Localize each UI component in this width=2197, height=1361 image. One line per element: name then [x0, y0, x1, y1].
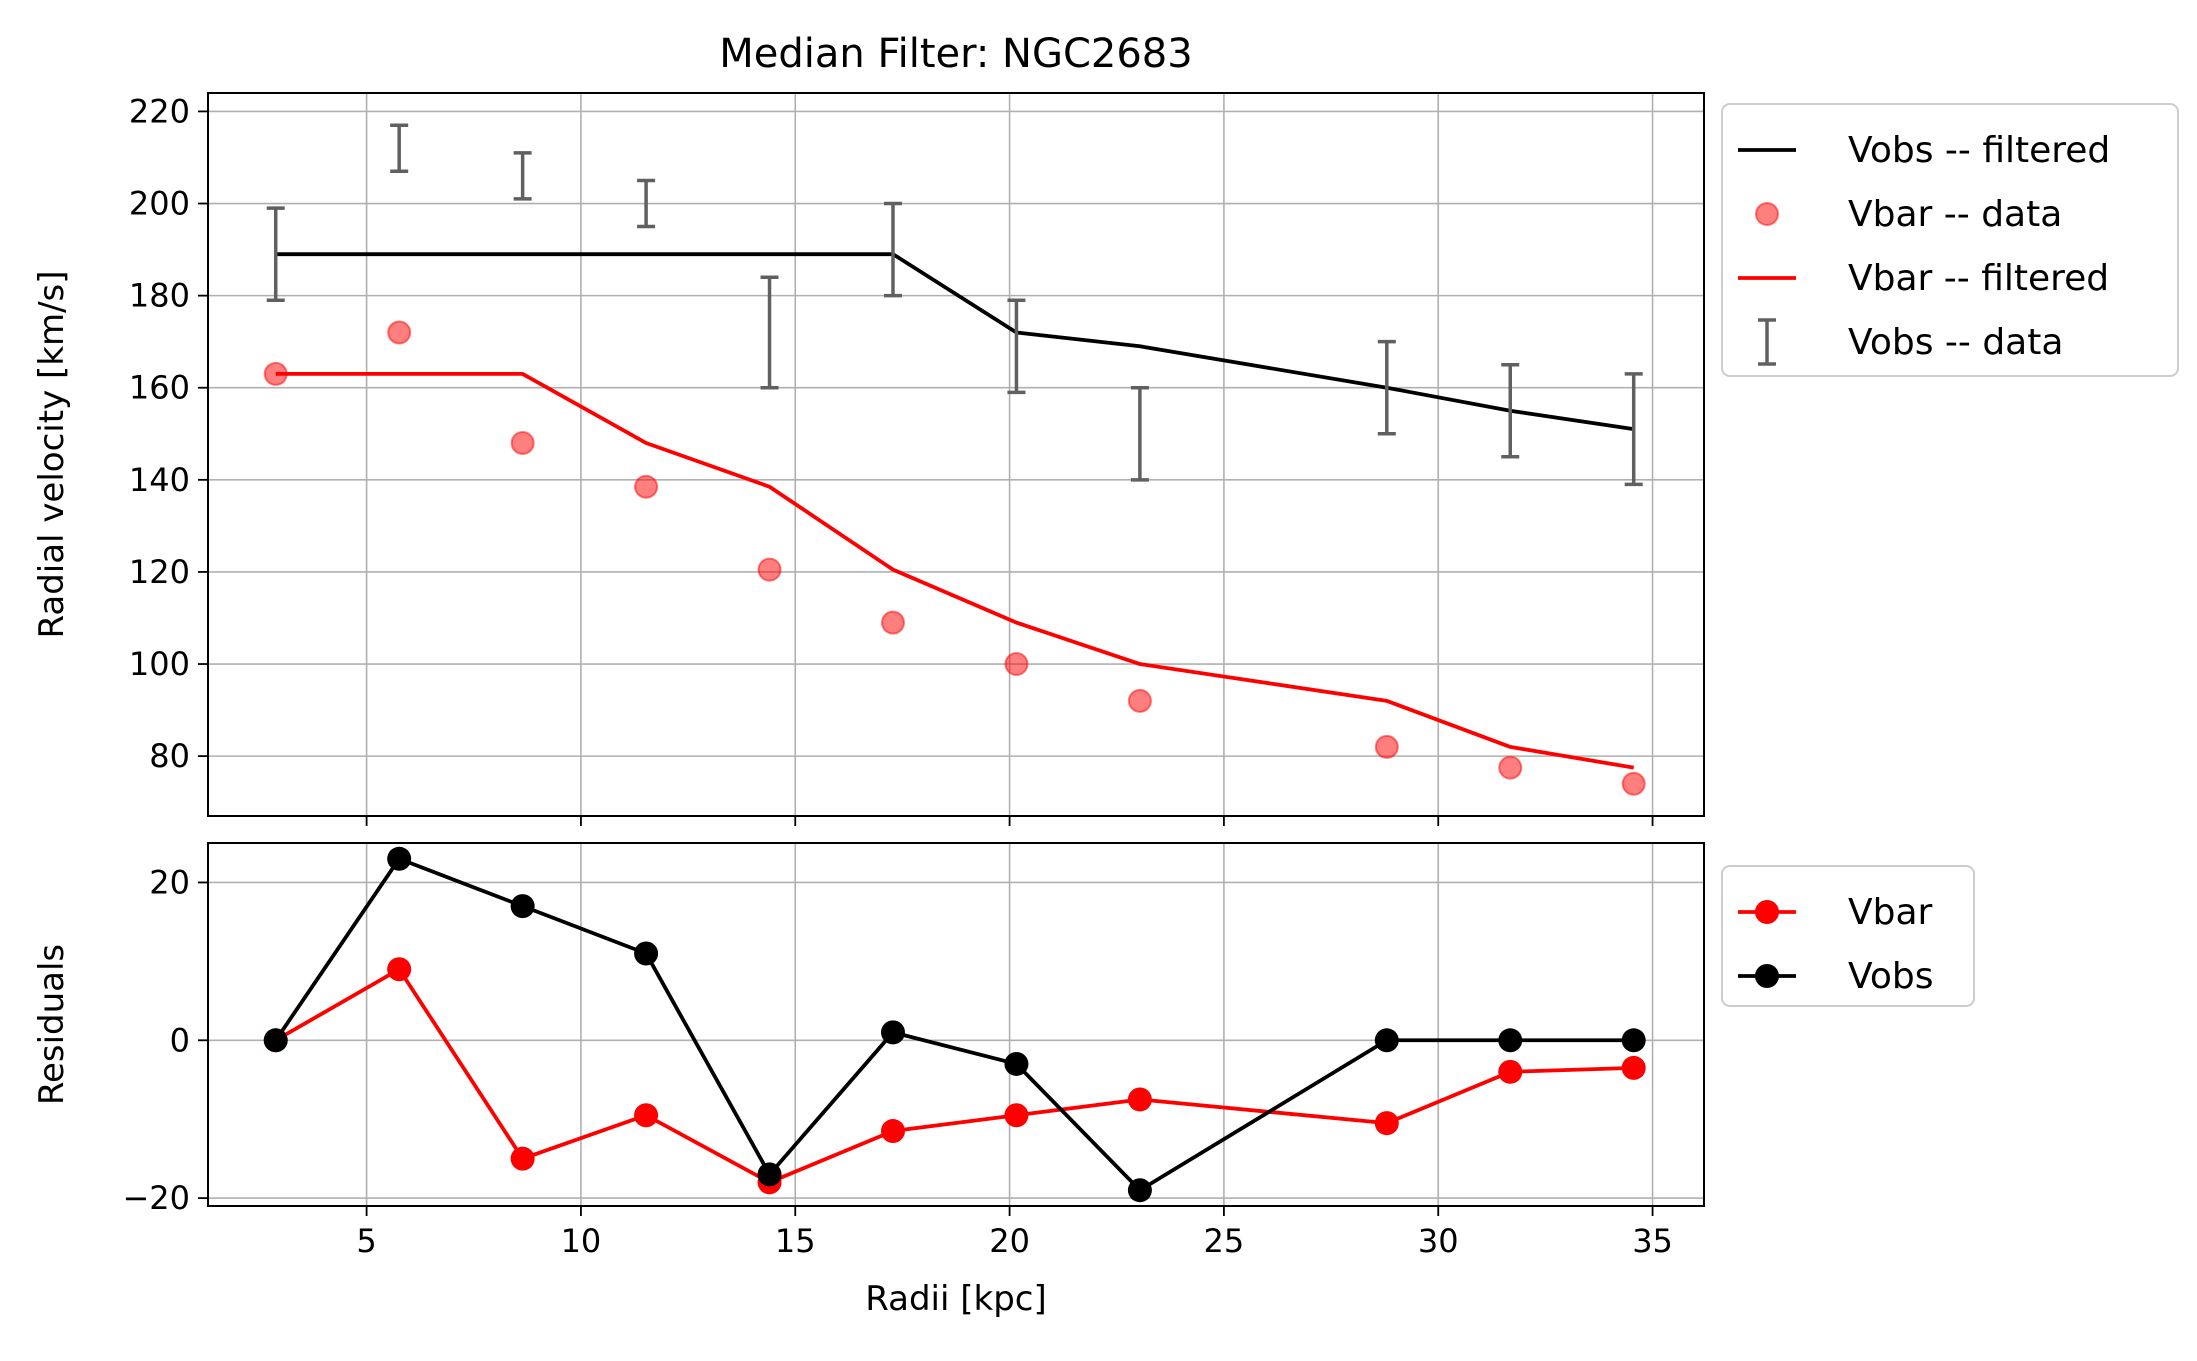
y-tick-label: 80	[149, 737, 190, 775]
y-tick-label: 0	[170, 1021, 190, 1059]
scatter-point	[634, 474, 659, 499]
y-tick-label: 160	[129, 369, 190, 407]
series-marker	[634, 941, 659, 966]
series-marker	[1004, 1103, 1029, 1128]
series-marker	[1374, 1028, 1399, 1053]
scatter-point	[1004, 652, 1029, 677]
series-marker	[1621, 1055, 1646, 1080]
y-tick-label: −20	[122, 1179, 190, 1217]
y-tick-label: 20	[149, 863, 190, 901]
series-line	[275, 252, 1634, 432]
y-tick-label: 180	[129, 277, 190, 315]
x-tick-label: 20	[989, 1222, 1030, 1260]
series-marker	[757, 1162, 782, 1187]
y-tick-label: 140	[129, 461, 190, 499]
y-tick-label: 200	[129, 185, 190, 223]
legend-handle	[1755, 900, 1779, 924]
legend-label: Vbar	[1848, 892, 1933, 933]
axes-frame	[207, 92, 1705, 817]
scatter-point	[387, 320, 412, 345]
bottom-panel: 5 10 15 20 25 30 35 −20 0 20 Residuals Radii [kpc]	[32, 842, 1705, 1319]
series-marker	[510, 894, 535, 919]
y-axis-label: Radial velocity [km/s]	[32, 270, 72, 638]
y-tick-label: 220	[129, 92, 190, 130]
y-axis-label: Residuals	[32, 944, 72, 1105]
series-line	[275, 372, 1635, 770]
bottom-legend: Vbar Vobs	[1721, 865, 1975, 1007]
series-marker	[634, 1103, 659, 1128]
series-marker	[1004, 1051, 1029, 1076]
legend-handle	[1755, 202, 1779, 226]
series-marker	[1621, 1028, 1646, 1053]
series-marker	[1374, 1111, 1399, 1136]
y-tick-label: 120	[129, 553, 190, 591]
top-legend: Vobs -- filtered Vbar -- data Vbar -- filt…	[1721, 103, 2179, 377]
series-marker	[880, 1119, 905, 1144]
series-marker	[1127, 1178, 1152, 1203]
x-axis-label: Radii [kpc]	[865, 1279, 1047, 1319]
scatter-point	[1127, 688, 1152, 713]
legend-box	[1721, 865, 1975, 1007]
scatter-point	[880, 610, 905, 635]
series-marker	[880, 1020, 905, 1045]
scatter-point	[510, 430, 535, 455]
series-marker	[387, 846, 412, 871]
series-marker	[1498, 1028, 1523, 1053]
legend-label: Vbar -- filtered	[1848, 258, 2109, 299]
x-tick-label: 15	[775, 1222, 816, 1260]
legend-label: Vobs -- data	[1848, 322, 2063, 363]
chart-title: Median Filter: NGC2683	[719, 31, 1192, 77]
scatter-point	[1374, 734, 1399, 759]
x-tick-label: 10	[561, 1222, 602, 1260]
series-marker	[510, 1146, 535, 1171]
scatter-point	[1498, 755, 1523, 780]
x-tick-label: 5	[356, 1222, 376, 1260]
series-marker	[1127, 1087, 1152, 1112]
scatter-point	[757, 557, 782, 582]
legend-label: Vobs -- filtered	[1848, 130, 2110, 171]
series-marker	[1498, 1059, 1523, 1084]
x-tick-label: 25	[1204, 1222, 1245, 1260]
legend-handle	[1755, 964, 1779, 988]
scatter-point	[1621, 771, 1646, 796]
y-tick-label: 100	[129, 645, 190, 683]
axes-frame	[207, 842, 1705, 1207]
x-tick-label: 30	[1418, 1222, 1459, 1260]
series-line	[274, 856, 1634, 1193]
top-panel: 80 100 120 140 160 180 200 220 Median Filter: NG…	[32, 31, 1705, 826]
legend-label: Vbar -- data	[1848, 194, 2062, 235]
series-line	[274, 967, 1634, 1185]
x-tick-label: 35	[1632, 1222, 1673, 1260]
legend-label: Vobs	[1848, 956, 1933, 997]
series-marker	[263, 1028, 288, 1053]
legend-box	[1721, 103, 2179, 377]
series-marker	[387, 957, 412, 982]
